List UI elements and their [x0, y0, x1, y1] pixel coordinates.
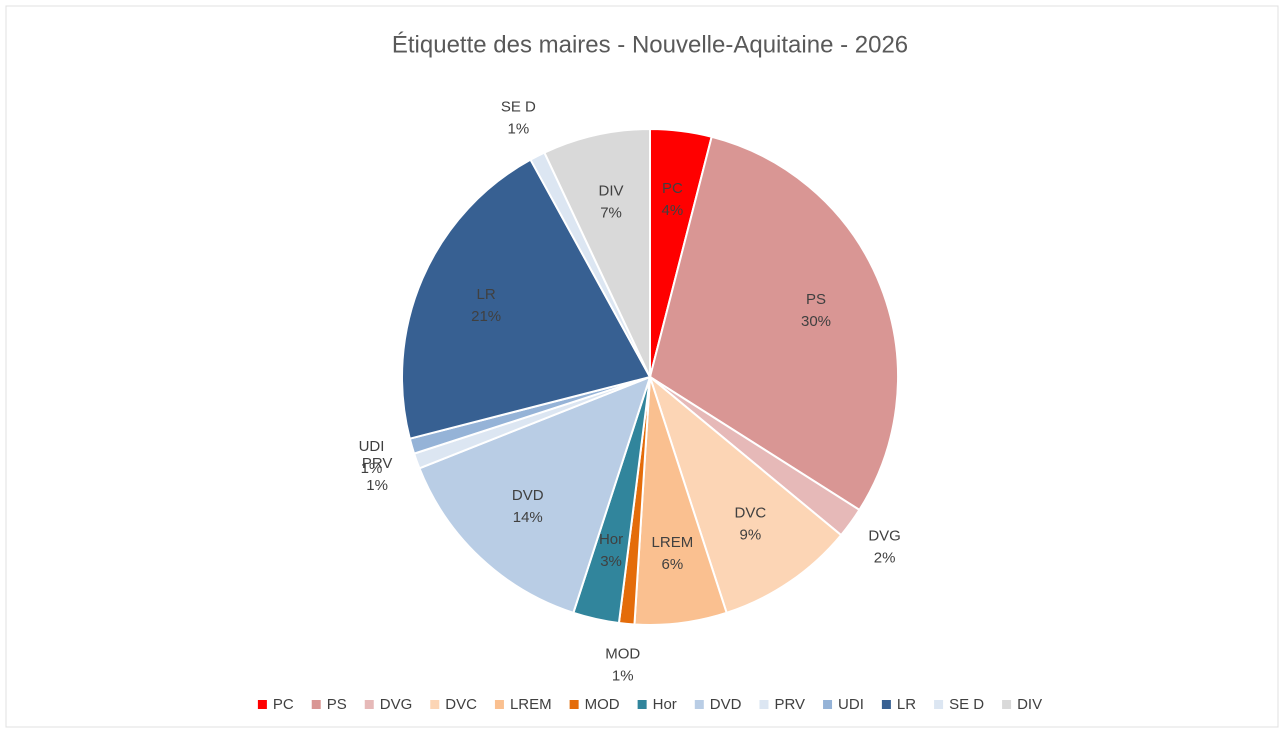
legend-label: DVD — [710, 696, 742, 713]
slice-value-label: 4% — [662, 202, 684, 219]
legend-label: LREM — [510, 696, 552, 713]
legend-label: Hor — [653, 696, 677, 713]
slice-value-label: 1% — [507, 121, 529, 138]
legend-label: LR — [897, 696, 916, 713]
legend-swatch — [637, 700, 647, 709]
legend-swatch — [934, 700, 944, 709]
slice-category-label: SE D — [501, 99, 536, 116]
slice-category-label: PRV — [362, 455, 393, 472]
slice-value-label: 6% — [662, 556, 684, 573]
pie-slice — [648, 135, 899, 512]
pie-slice — [647, 374, 843, 615]
legend-label: PC — [273, 696, 294, 713]
legend-label: DVG — [380, 696, 413, 713]
chart-title: Étiquette des maires - Nouvelle-Aquitain… — [392, 31, 908, 58]
slice-category-label: Hor — [599, 531, 623, 548]
slice-category-label: PS — [806, 291, 826, 308]
slice-value-label: 1% — [366, 477, 388, 494]
slice-value-label: 7% — [600, 205, 622, 222]
slice-value-label: 21% — [471, 308, 501, 325]
slice-category-label: DVC — [735, 505, 767, 522]
slice-category-label: UDI — [359, 438, 385, 455]
slice-category-label: DVD — [512, 487, 544, 504]
slice-value-label: 30% — [801, 313, 831, 330]
legend-swatch — [1002, 700, 1012, 709]
pie-slice — [401, 158, 652, 440]
legend-swatch — [257, 700, 267, 709]
legend-label: DIV — [1017, 696, 1042, 713]
pie-slice — [418, 375, 652, 615]
slice-value-label: 3% — [600, 553, 622, 570]
slice-value-label: 1% — [612, 668, 634, 685]
legend-swatch — [881, 700, 891, 709]
pie-slice — [543, 127, 651, 378]
slice-value-label: 9% — [740, 527, 762, 544]
legend-swatch — [694, 700, 704, 709]
slice-category-label: DIV — [599, 183, 624, 200]
legend-label: PRV — [774, 696, 805, 713]
slice-category-label: PC — [662, 180, 683, 197]
legend-swatch — [311, 700, 321, 709]
legend-label: PS — [327, 696, 347, 713]
legend-swatch — [364, 700, 374, 709]
legend-swatch — [759, 700, 769, 709]
legend-swatch — [569, 700, 579, 709]
legend-label: MOD — [585, 696, 620, 713]
slice-value-label: 14% — [513, 509, 543, 526]
legend-swatch — [823, 700, 833, 709]
legend-swatch — [494, 700, 504, 709]
legend-label: DVC — [445, 696, 477, 713]
legend: PC PS DVG DVC LREM MOD Hor DVD PRV UDI LR SE D DIV — [257, 696, 1042, 713]
legend-label: UDI — [838, 696, 864, 713]
slice-value-label: 2% — [874, 549, 896, 566]
slice-category-label: MOD — [605, 646, 640, 663]
slice-category-label: LREM — [652, 534, 694, 551]
legend-swatch — [430, 700, 440, 709]
legend-label: SE D — [949, 696, 984, 713]
slice-category-label: LR — [477, 286, 496, 303]
slice-value-label: 1% — [361, 460, 383, 477]
slice-category-label: DVG — [868, 527, 901, 544]
